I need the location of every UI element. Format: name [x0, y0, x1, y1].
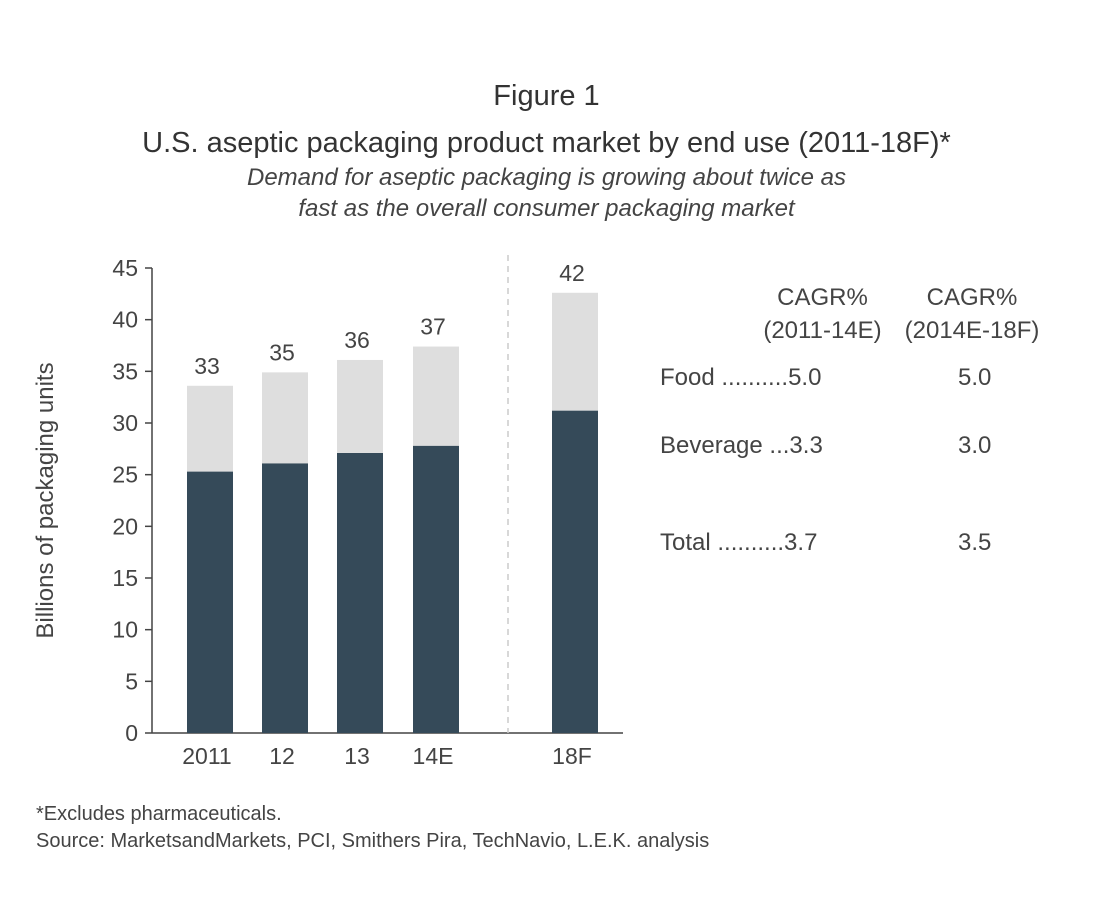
bar-total-label: 37	[420, 314, 446, 340]
bar-total-label: 33	[194, 353, 220, 379]
cagr-header-2: CAGR% (2014E-18F)	[898, 281, 1046, 347]
y-tick-label: 45	[112, 255, 138, 281]
bar-lower-segment	[337, 452, 383, 733]
chart-subtitle: Demand for aseptic packaging is growing …	[0, 162, 1093, 224]
bar-lower-segment	[552, 410, 598, 733]
y-tick-label: 0	[125, 720, 138, 746]
y-tick-label: 15	[112, 565, 138, 591]
cagr-header-1-line2: (2011-14E)	[763, 317, 882, 344]
bar-upper-segment	[413, 346, 459, 446]
bar-total-label: 36	[344, 327, 370, 353]
y-tick-label: 20	[112, 513, 138, 539]
cagr-row-beverage: Beverage ...3.3	[660, 432, 823, 460]
subtitle-line-1: Demand for aseptic packaging is growing …	[247, 164, 846, 191]
y-tick-label: 40	[112, 307, 138, 333]
cagr-row-food: Food ..........5.0	[660, 364, 821, 392]
y-tick-label: 5	[125, 668, 138, 694]
y-axis: 0 5 10 15 20 25 30 35 40 45	[112, 255, 153, 746]
y-tick-label: 25	[112, 462, 138, 488]
x-axis: 2011 12 13 14E 18F	[152, 732, 623, 769]
y-tick-label: 10	[112, 617, 138, 643]
cagr-header-2-line2: (2014E-18F)	[904, 317, 1040, 344]
cagr-row-total-v2: 3.5	[958, 529, 992, 556]
cagr-value-1: 3.3	[789, 432, 823, 459]
cagr-value-1: 3.7	[784, 529, 818, 556]
bar-lower-segment	[413, 445, 459, 733]
x-tick-label: 18F	[552, 743, 592, 769]
cagr-row-food-v2: 5.0	[958, 364, 992, 391]
bar-upper-segment	[187, 385, 233, 472]
x-tick-label: 14E	[413, 743, 454, 769]
y-tick-label: 30	[112, 410, 138, 436]
x-tick-label: 2011	[182, 743, 231, 769]
bar-chart: Billions of packaging units 0 5 10 15 20 25 30…	[32, 255, 623, 769]
x-tick-label: 12	[269, 743, 295, 769]
bar-upper-segment	[262, 372, 308, 464]
cagr-value-1: 5.0	[788, 364, 822, 391]
bar-total-label: 42	[559, 260, 585, 286]
chart-title: U.S. aseptic packaging product market by…	[142, 127, 951, 159]
figure-label: Figure 1	[493, 80, 600, 112]
y-axis-title: Billions of packaging units	[32, 362, 59, 638]
cagr-row-label: Beverage ...	[660, 432, 790, 459]
subtitle-line-2: fast as the overall consumer packaging m…	[298, 195, 795, 222]
bar-upper-segment	[337, 359, 383, 453]
cagr-row-label: Food ..........	[660, 364, 789, 391]
cagr-row-beverage-v2: 3.0	[958, 432, 992, 459]
cagr-header-2-line1: CAGR%	[926, 284, 1018, 311]
footnote: *Excludes pharmaceuticals.	[36, 803, 282, 825]
cagr-header-1-line1: CAGR%	[777, 284, 868, 311]
cagr-header-1: CAGR% (2011-14E)	[755, 281, 890, 347]
bar-lower-segment	[262, 463, 308, 733]
y-tick-label: 35	[112, 358, 138, 384]
source-note: Source: MarketsandMarkets, PCI, Smithers…	[36, 830, 710, 852]
cagr-row-label: Total ..........	[660, 529, 785, 556]
bar-total-label: 35	[269, 339, 295, 365]
bar-upper-segment	[552, 292, 598, 411]
bars: 33 35 36 37 42	[187, 260, 598, 733]
cagr-row-total: Total ..........3.7	[660, 529, 817, 557]
x-tick-label: 13	[344, 743, 370, 769]
y-axis-title: Billions of packaging units	[32, 362, 59, 638]
bar-lower-segment	[187, 471, 233, 733]
